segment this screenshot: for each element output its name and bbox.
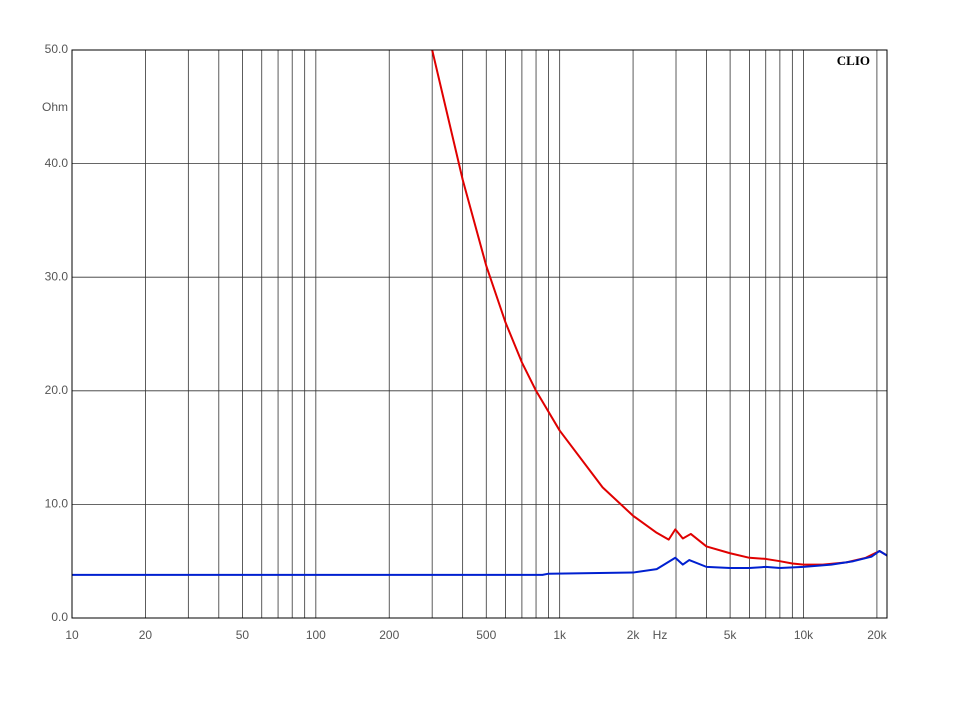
plot-area	[72, 50, 887, 576]
x-tick-label: 20	[139, 628, 153, 642]
x-tick-label: 200	[379, 628, 399, 642]
plot-frame	[71, 49, 888, 619]
y-tick-label: 30.0	[45, 269, 69, 283]
x-tick-label: 5k	[724, 628, 738, 642]
y-tick-label: 0.0	[51, 610, 68, 624]
x-axis-label: Hz	[653, 628, 668, 642]
x-tick-label: 1k	[553, 628, 567, 642]
x-tick-label: 2k	[627, 628, 641, 642]
x-tick-label: 100	[306, 628, 326, 642]
impedance-curve	[72, 549, 887, 576]
x-tick-label: 50	[236, 628, 250, 642]
x-tick-label: 20k	[867, 628, 887, 642]
y-axis-label: Ohm	[42, 100, 68, 114]
y-tick-label: 10.0	[45, 497, 69, 511]
y-tick-label: 50.0	[45, 42, 69, 56]
x-tick-label: 10k	[794, 628, 814, 642]
x-tick-label: 10	[65, 628, 79, 642]
y-tick-label: 20.0	[45, 383, 69, 397]
brand-label: CLIO	[837, 53, 870, 68]
y-tick-label: 40.0	[45, 156, 69, 170]
x-tick-label: 500	[476, 628, 496, 642]
